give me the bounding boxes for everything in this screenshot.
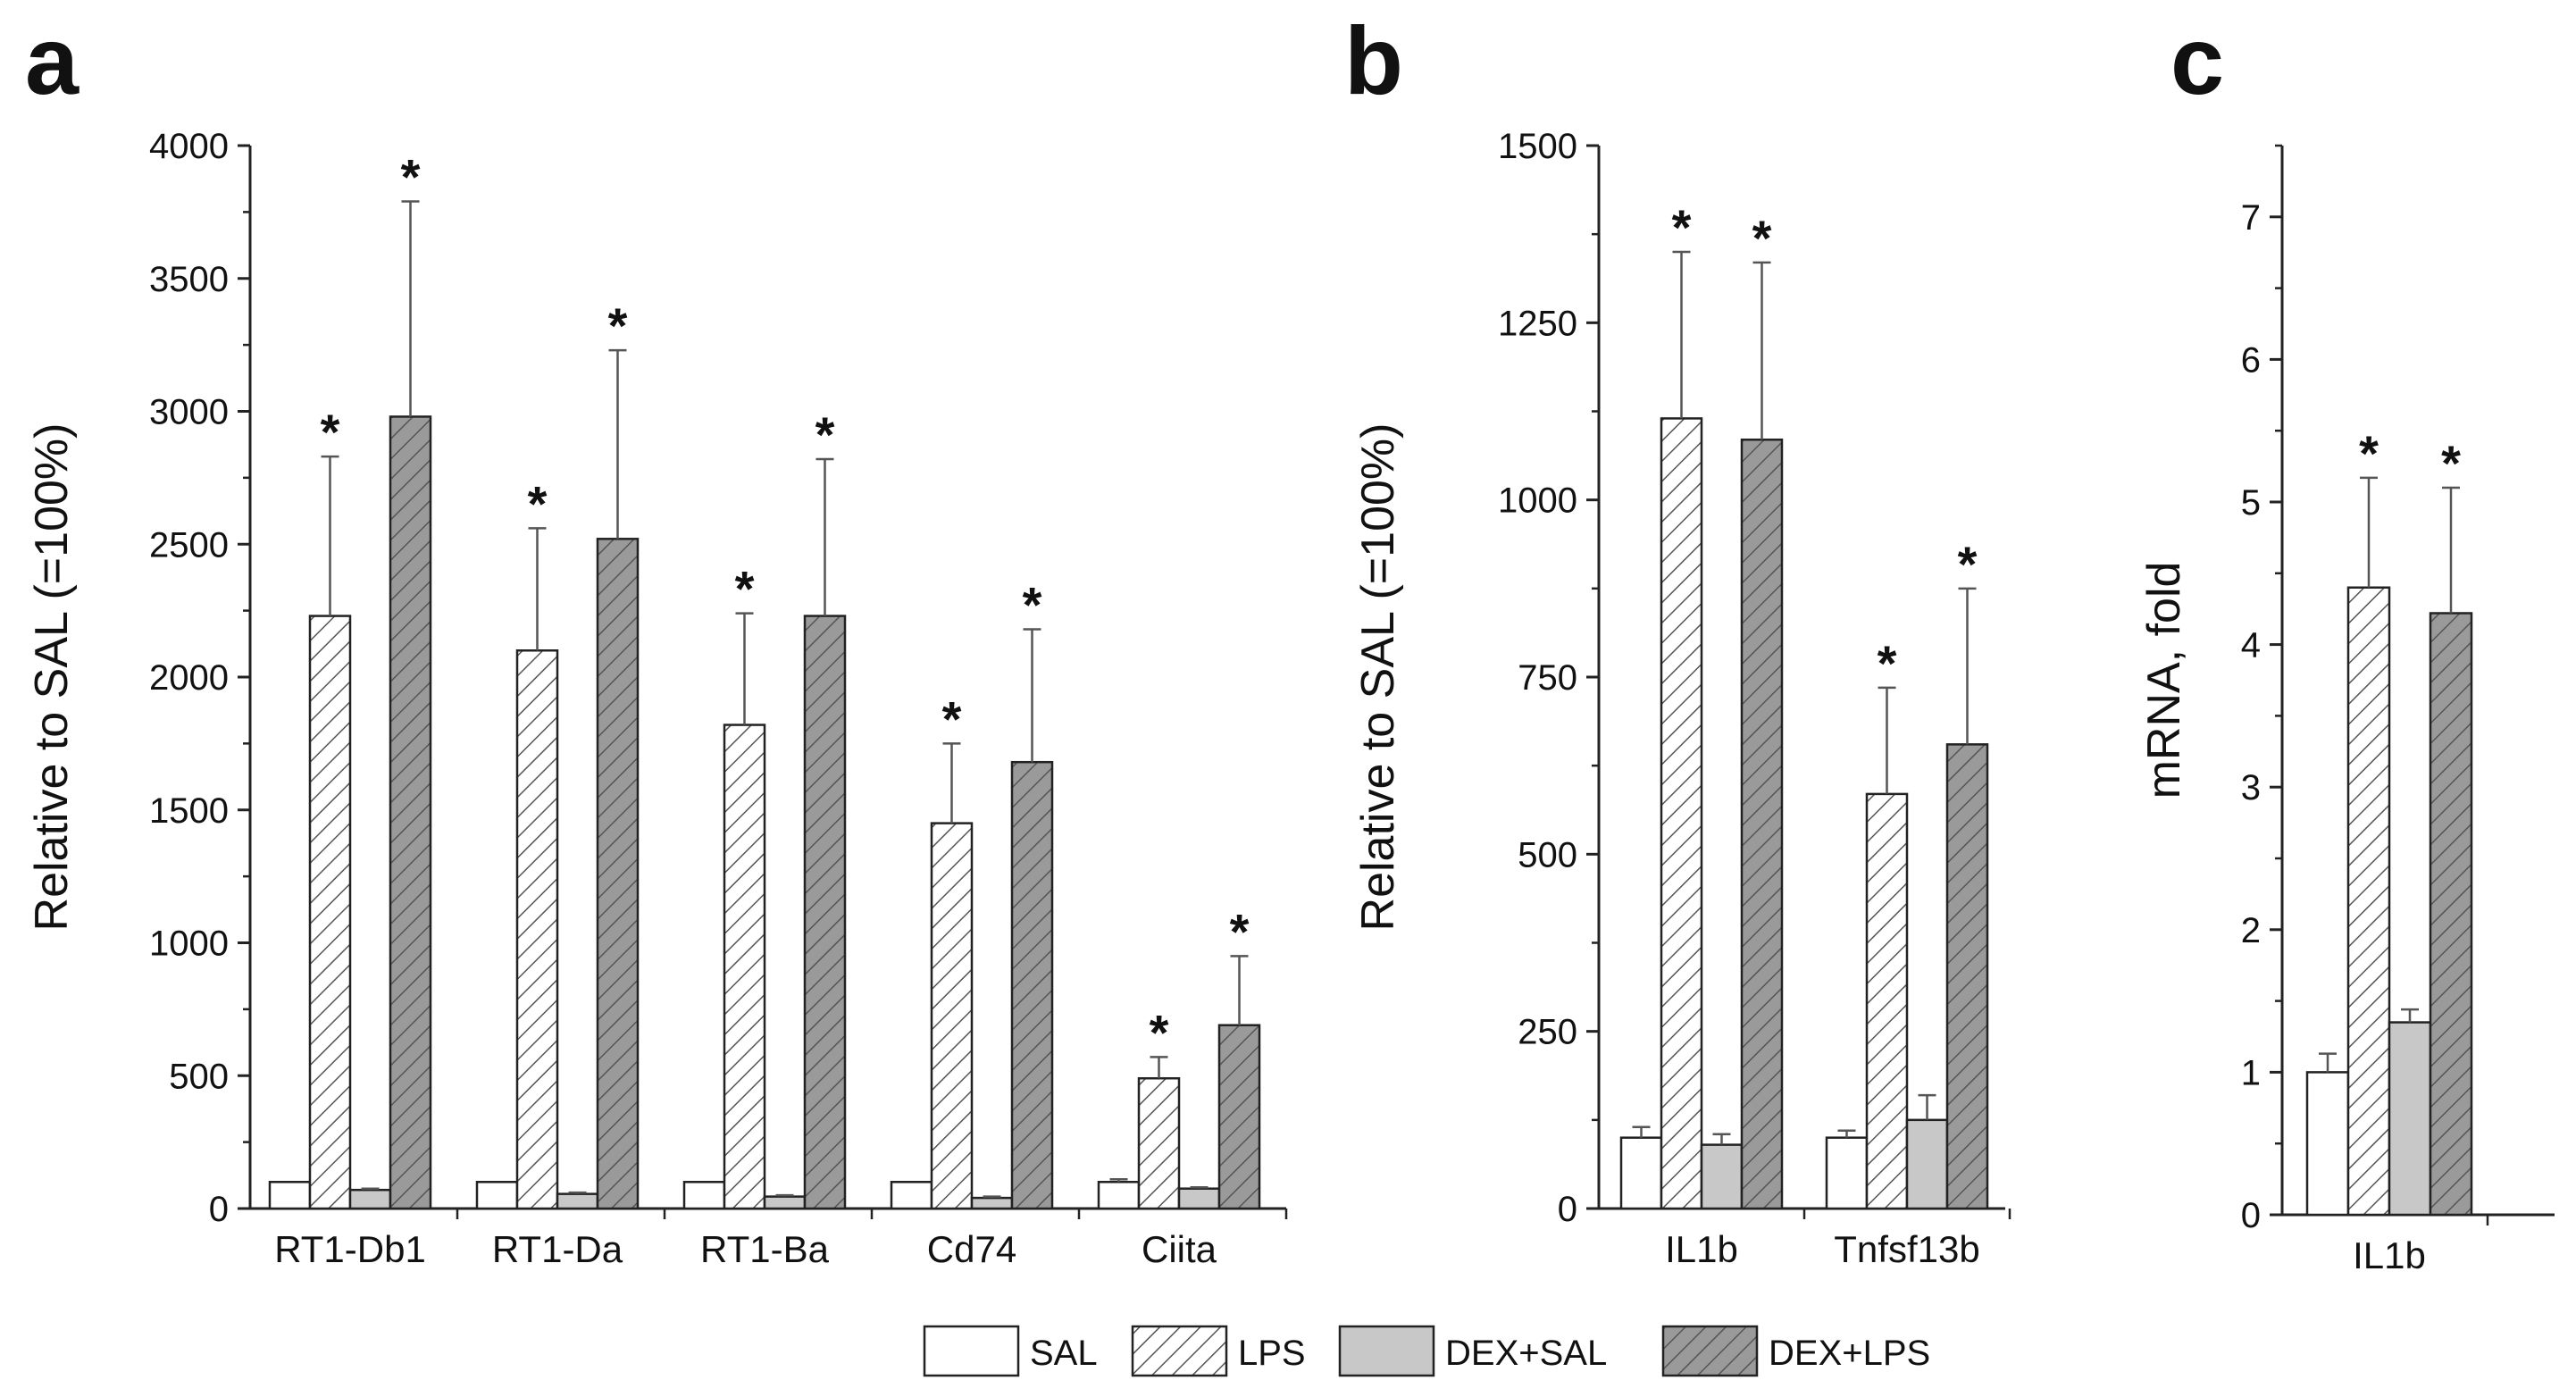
bar-dex-sal-cd74 — [970, 1196, 1014, 1210]
chart-panel-b: 0 250 500 750 1000 1250 1500 Relative to SAL (=… — [1352, 127, 2011, 1270]
y-tick-label-c: 7 — [2241, 198, 2261, 238]
y-tick-label-c: 2 — [2241, 911, 2261, 950]
legend-swatch-dex-lps — [1661, 1325, 1759, 1377]
legend-label-dex-lps: DEX+LPS — [1769, 1334, 1930, 1373]
significance-star-lps-rt1-da: * — [528, 475, 548, 531]
y-tick-label-c: 6 — [2241, 340, 2261, 380]
y-tick-label-b: 500 — [1518, 835, 1577, 874]
category-label-rt1-da: RT1-Da — [492, 1228, 623, 1270]
y-tick-label-b: 0 — [1558, 1190, 1577, 1229]
significance-star-dex-lps-cd74: * — [1023, 576, 1042, 632]
significance-star-dex-lps-rt1-da: * — [608, 297, 628, 354]
y-tick-label-a: 1500 — [149, 791, 229, 831]
bar-sal-rt1-ba — [682, 1181, 726, 1210]
bar-lps-cd74 — [930, 822, 974, 1210]
y-tick-label-a: 3500 — [149, 260, 229, 299]
y-tick-label-b: 1250 — [1498, 304, 1577, 343]
bar-lps-rt1-db1 — [308, 615, 352, 1210]
y-tick-label-c: 1 — [2241, 1053, 2261, 1092]
bar-lps-rt1-ba — [723, 724, 766, 1210]
y-tick-label-a: 3000 — [149, 393, 229, 432]
significance-star-dex-lps-ciita: * — [1230, 903, 1250, 959]
y-axis-label-a: Relative to SAL (=100%) — [26, 423, 78, 932]
significance-star-dex-lps-rt1-db1: * — [401, 148, 421, 205]
y-tick-label-b: 1500 — [1498, 127, 1577, 166]
bar-dex-lps-rt1-ba — [803, 615, 847, 1210]
y-tick-label-c: 3 — [2241, 768, 2261, 807]
y-tick-label-a: 1000 — [149, 924, 229, 964]
y-tick-label-a: 2000 — [149, 658, 229, 698]
bar-dex-sal-rt1-ba — [763, 1195, 807, 1210]
bar-sal-ciita — [1097, 1181, 1141, 1210]
bar-dex-lps-cd74 — [1010, 760, 1054, 1210]
legend-label-sal: SAL — [1030, 1334, 1098, 1373]
y-tick-label-a: 500 — [169, 1057, 229, 1096]
significance-star-dex-lps-rt1-ba: * — [815, 406, 835, 463]
significance-star-lps-rt1-db1: * — [321, 404, 340, 460]
y-axis-label-b: Relative to SAL (=100%) — [1352, 423, 1404, 932]
bar-sal-rt1-db1 — [268, 1181, 312, 1210]
chart-panel-c: 0 1 2 3 4 5 6 7 mRNA, fold IL1b * * — [2138, 144, 2555, 1276]
legend-swatch-dex-sal — [1338, 1325, 1435, 1377]
category-label-il1b: IL1b — [1665, 1228, 1738, 1270]
bar-dex-sal-rt1-db1 — [348, 1188, 392, 1210]
bar-dex-sal-il1b — [2388, 1021, 2432, 1217]
panel-a-letter: a — [25, 6, 79, 114]
bar-dex-sal-rt1-da — [556, 1192, 599, 1210]
bar-dex-sal-il1b — [1700, 1143, 1744, 1210]
category-label-cd74: Cd74 — [927, 1228, 1016, 1270]
bar-lps-tnfsf13b — [1865, 792, 1909, 1210]
bar-dex-lps-rt1-da — [596, 538, 640, 1210]
legend-swatch-sal — [923, 1325, 1020, 1377]
category-label-ciita: Ciita — [1142, 1228, 1217, 1270]
bar-sal-cd74 — [890, 1181, 933, 1210]
y-tick-label-b: 250 — [1518, 1013, 1577, 1052]
significance-star-dex-lps-il1b: * — [2441, 435, 2461, 491]
significance-star-dex-lps-tnfsf13b: * — [1958, 536, 1978, 592]
bar-sal-il1b — [2305, 1071, 2350, 1217]
legend-label-lps: LPS — [1238, 1334, 1306, 1373]
bar-dex-lps-ciita — [1217, 1024, 1261, 1210]
bar-dex-lps-il1b — [1740, 438, 1784, 1210]
category-label-tnfsf13b: Tnfsf13b — [1834, 1228, 1979, 1270]
significance-star-lps-il1b: * — [2359, 425, 2379, 481]
y-tick-label-c: 0 — [2241, 1196, 2261, 1235]
panel-b-letter: b — [1344, 6, 1403, 114]
significance-star-lps-cd74: * — [942, 690, 962, 747]
panel-c-letter: c — [2170, 6, 2224, 114]
y-tick-label-a: 0 — [209, 1190, 229, 1229]
bar-dex-lps-il1b — [2429, 612, 2473, 1217]
y-tick-label-c: 4 — [2241, 626, 2261, 665]
category-label-rt1-db1: RT1-Db1 — [274, 1228, 426, 1270]
y-tick-label-b: 750 — [1518, 658, 1577, 698]
bar-lps-il1b — [2346, 586, 2391, 1217]
legend: SAL LPS DEX+SAL DEX+LPS — [923, 1325, 1930, 1377]
legend-swatch-lps — [1131, 1325, 1228, 1377]
bar-sal-tnfsf13b — [1825, 1136, 1869, 1210]
significance-star-lps-il1b: * — [1672, 199, 1692, 255]
legend-label-dex-sal: DEX+SAL — [1445, 1334, 1607, 1373]
bar-sal-rt1-da — [475, 1181, 519, 1210]
category-label-rt1-ba: RT1-Ba — [700, 1228, 830, 1270]
y-axis-label-c: mRNA, fold — [2138, 562, 2190, 799]
bar-lps-ciita — [1137, 1076, 1181, 1210]
bar-sal-il1b — [1619, 1136, 1663, 1210]
y-tick-label-b: 1000 — [1498, 481, 1577, 521]
significance-star-lps-rt1-ba: * — [735, 561, 755, 617]
y-tick-label-a: 4000 — [149, 127, 229, 166]
bar-lps-rt1-da — [515, 649, 559, 1210]
bar-dex-lps-rt1-db1 — [389, 415, 432, 1210]
significance-star-dex-lps-il1b: * — [1752, 210, 1772, 266]
significance-star-lps-ciita: * — [1150, 1004, 1169, 1060]
bar-dex-sal-tnfsf13b — [1905, 1118, 1949, 1210]
bar-dex-sal-ciita — [1177, 1187, 1221, 1210]
y-tick-label-c: 5 — [2241, 483, 2261, 523]
y-tick-label-a: 2500 — [149, 525, 229, 565]
bar-lps-il1b — [1660, 417, 1703, 1210]
category-label-il1b: IL1b — [2353, 1234, 2426, 1276]
significance-star-lps-tnfsf13b: * — [1878, 635, 1897, 691]
chart-panel-a: 0 500 1000 1500 2000 2500 3000 3500 4000 Relative… — [26, 127, 1288, 1270]
bar-dex-lps-tnfsf13b — [1945, 743, 1989, 1210]
